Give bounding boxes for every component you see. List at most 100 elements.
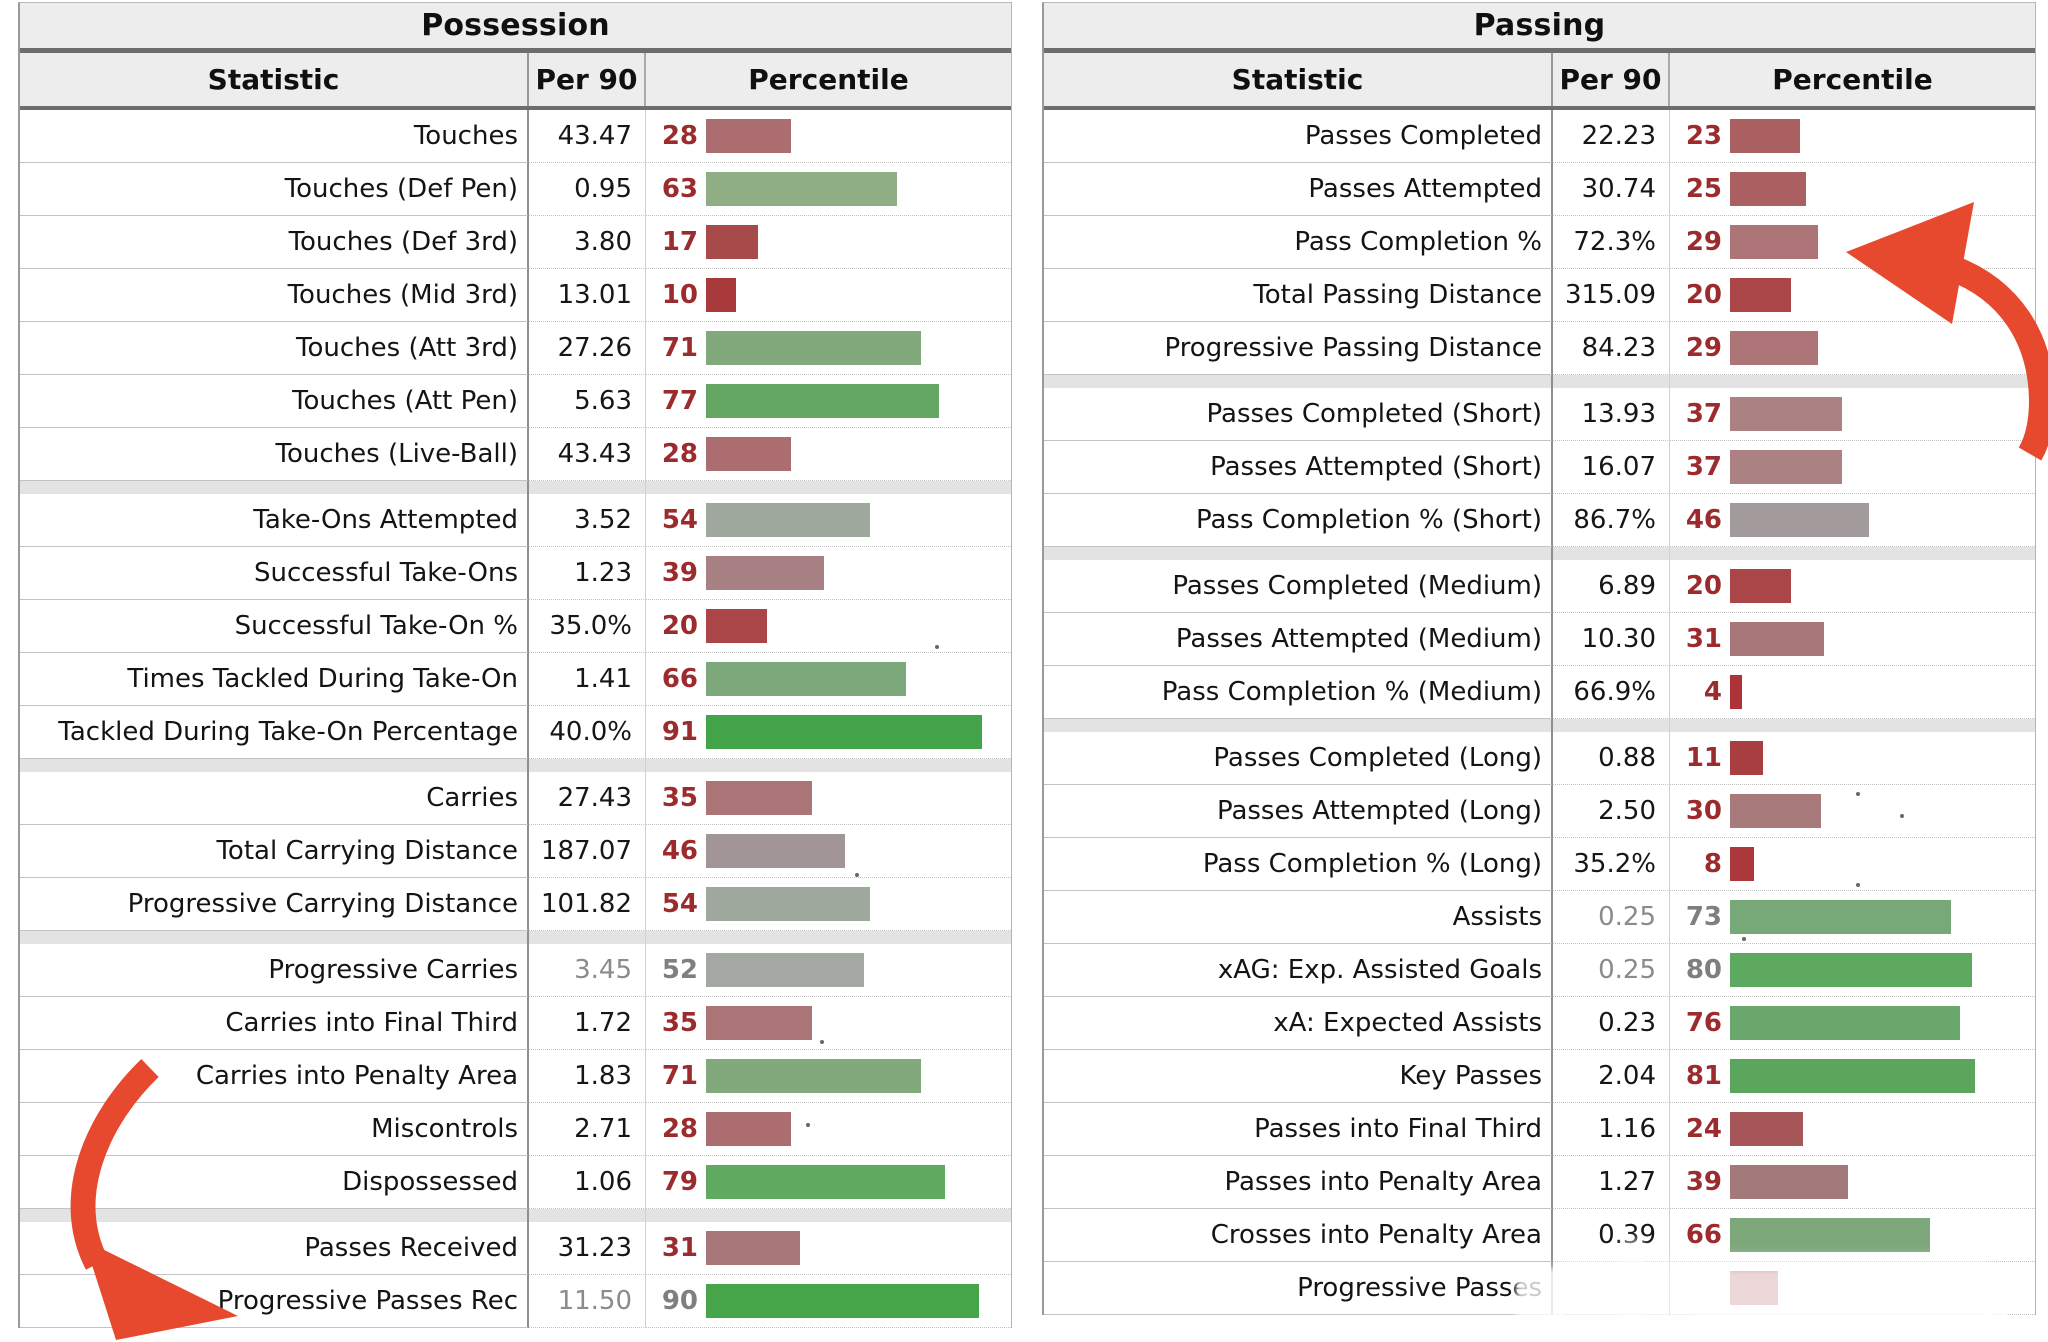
section-separator bbox=[1044, 375, 2035, 388]
per90-value: 84.23 bbox=[1553, 322, 1670, 375]
percentile-bar-track bbox=[1730, 1218, 2033, 1252]
table-row: Passes Completed 22.23 23 bbox=[1044, 110, 2035, 163]
statistic-label: Progressive Carries bbox=[20, 944, 529, 997]
table-row: Touches 43.47 28 bbox=[20, 110, 1011, 163]
percentile-value: 76 bbox=[1685, 1008, 1722, 1038]
percentile-value: 20 bbox=[1685, 280, 1722, 310]
per90-value: 27.26 bbox=[529, 322, 646, 375]
percentile-bar bbox=[706, 384, 940, 418]
statistic-label: Carries into Final Third bbox=[20, 997, 529, 1050]
percentile-cell: 24 bbox=[1670, 1103, 2035, 1156]
table-row: Pass Completion % 72.3% 29 bbox=[1044, 216, 2035, 269]
percentile-cell: 37 bbox=[1670, 441, 2035, 494]
separator-segment bbox=[646, 759, 1011, 772]
statistic-label: Passes Received bbox=[20, 1222, 529, 1275]
per90-value: 35.2% bbox=[1553, 838, 1670, 891]
percentile-cell: 37 bbox=[1670, 388, 2035, 441]
separator-segment bbox=[1670, 375, 2035, 388]
percentile-value: 17 bbox=[661, 227, 698, 257]
percentile-bar-track bbox=[706, 331, 1009, 365]
percentile-value: 81 bbox=[1685, 1061, 1722, 1091]
table-row: Key Passes 2.04 81 bbox=[1044, 1050, 2035, 1103]
percentile-bar bbox=[706, 1059, 922, 1093]
percentile-bar-track bbox=[706, 834, 1009, 868]
artifact-dot bbox=[1856, 792, 1860, 796]
statistic-label: Progressive Passes bbox=[1044, 1262, 1553, 1315]
statistic-label: Total Passing Distance bbox=[1044, 269, 1553, 322]
table-row: Progressive Passing Distance 84.23 29 bbox=[1044, 322, 2035, 375]
percentile-cell: 66 bbox=[1670, 1209, 2035, 1262]
statistic-label: Total Carrying Distance bbox=[20, 825, 529, 878]
section-separator bbox=[1044, 719, 2035, 732]
statistic-label: Passes into Final Third bbox=[1044, 1103, 1553, 1156]
table-row: Touches (Def 3rd) 3.80 17 bbox=[20, 216, 1011, 269]
per90-value: 6.89 bbox=[1553, 560, 1670, 613]
percentile-bar-track bbox=[1730, 450, 2033, 484]
percentile-cell: 4 bbox=[1670, 666, 2035, 719]
table-row: Total Carrying Distance 187.07 46 bbox=[20, 825, 1011, 878]
separator-segment bbox=[529, 481, 646, 494]
percentile-bar-track bbox=[706, 556, 1009, 590]
percentile-value: 35 bbox=[661, 783, 698, 813]
percentile-value: 90 bbox=[661, 1286, 698, 1316]
percentile-value: 20 bbox=[661, 611, 698, 641]
percentile-value: 23 bbox=[1685, 121, 1722, 151]
artifact-dot bbox=[1900, 814, 1904, 818]
percentile-bar-track bbox=[1730, 331, 2033, 365]
table-row: Touches (Mid 3rd) 13.01 10 bbox=[20, 269, 1011, 322]
percentile-bar-track bbox=[706, 1006, 1009, 1040]
statistic-label: Assists bbox=[1044, 891, 1553, 944]
statistic-label: Touches (Live-Ball) bbox=[20, 428, 529, 481]
percentile-cell: 71 bbox=[646, 1050, 1011, 1103]
per90-value: 1.41 bbox=[529, 653, 646, 706]
separator-segment bbox=[529, 759, 646, 772]
percentile-bar bbox=[706, 331, 922, 365]
col-header-percentile: Percentile bbox=[1772, 63, 1933, 96]
per90-value bbox=[1553, 1262, 1670, 1315]
statistic-label: Progressive Carrying Distance bbox=[20, 878, 529, 931]
percentile-cell: 81 bbox=[1670, 1050, 2035, 1103]
percentile-cell: 73 bbox=[1670, 891, 2035, 944]
percentile-bar bbox=[1730, 1165, 1849, 1199]
percentile-cell: 28 bbox=[646, 428, 1011, 481]
percentile-value: 29 bbox=[1685, 333, 1722, 363]
percentile-cell: 71 bbox=[646, 322, 1011, 375]
percentile-value: 11 bbox=[1685, 743, 1722, 773]
percentile-bar bbox=[1730, 675, 1743, 709]
table-row: Passes into Final Third 1.16 24 bbox=[1044, 1103, 2035, 1156]
per90-value: 2.04 bbox=[1553, 1050, 1670, 1103]
statistic-label: Passes Completed bbox=[1044, 110, 1553, 163]
percentile-cell: 30 bbox=[1670, 785, 2035, 838]
table-row: Touches (Live-Ball) 43.43 28 bbox=[20, 428, 1011, 481]
percentile-cell: 29 bbox=[1670, 322, 2035, 375]
per90-value: 2.50 bbox=[1553, 785, 1670, 838]
artifact-dot bbox=[1742, 937, 1746, 941]
possession-rows: Touches 43.47 28 Touches (Def Pen) 0.95 63 Tou… bbox=[20, 110, 1011, 1328]
percentile-bar bbox=[706, 834, 846, 868]
percentile-bar-track bbox=[706, 781, 1009, 815]
separator-segment bbox=[1044, 719, 1553, 732]
percentile-bar-track bbox=[706, 715, 1009, 749]
percentile-value: 54 bbox=[661, 505, 698, 535]
percentile-cell: 39 bbox=[1670, 1156, 2035, 1209]
table-row: Passes Attempted (Short) 16.07 37 bbox=[1044, 441, 2035, 494]
percentile-bar bbox=[1730, 278, 1791, 312]
percentile-value: 71 bbox=[661, 1061, 698, 1091]
table-row: Times Tackled During Take-On 1.41 66 bbox=[20, 653, 1011, 706]
per90-value: 3.80 bbox=[529, 216, 646, 269]
separator-segment bbox=[1553, 375, 1670, 388]
table-title-passing: Passing bbox=[1044, 3, 2035, 53]
per90-value: 0.23 bbox=[1553, 997, 1670, 1050]
per90-value: 2.71 bbox=[529, 1103, 646, 1156]
per90-value: 86.7% bbox=[1553, 494, 1670, 547]
percentile-bar bbox=[706, 225, 758, 259]
statistic-label: Passes Attempted (Medium) bbox=[1044, 613, 1553, 666]
percentile-bar bbox=[1730, 794, 1821, 828]
percentile-value: 63 bbox=[661, 174, 698, 204]
percentile-bar-track bbox=[1730, 1271, 2033, 1305]
percentile-bar-track bbox=[1730, 503, 2033, 537]
percentile-value: 46 bbox=[661, 836, 698, 866]
percentile-value: 77 bbox=[661, 386, 698, 416]
percentile-value: 25 bbox=[1685, 174, 1722, 204]
separator-segment bbox=[646, 931, 1011, 944]
